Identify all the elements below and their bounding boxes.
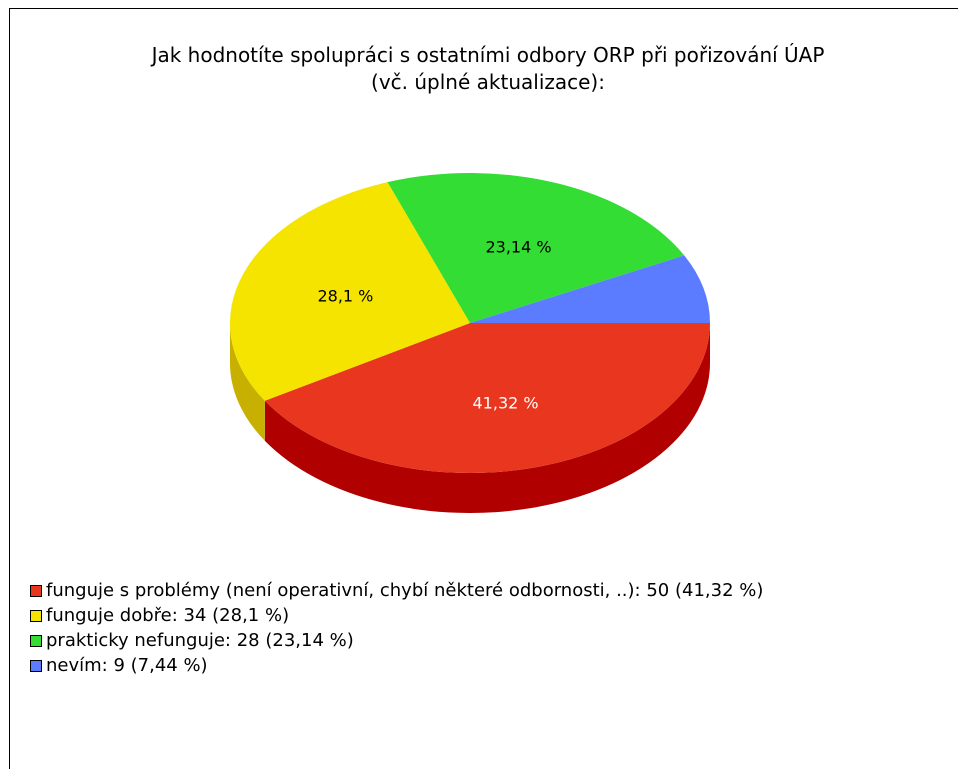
slice-side — [264, 323, 710, 514]
chart-title: Jak hodnotíte spolupráci s ostatními odb… — [150, 43, 825, 67]
legend-entry: nevím: 9 (7,44 %) — [30, 653, 945, 678]
legend-label: nevím: 9 (7,44 %) — [46, 655, 208, 676]
legend-label: funguje dobře: 34 (28,1 %) — [46, 605, 290, 626]
chart-title: (vč. úplné aktualizace): — [371, 70, 605, 94]
legend-entry: funguje s problémy (není operativní, chy… — [30, 578, 945, 603]
slice — [264, 323, 710, 474]
slice-label: 28,1 % — [317, 287, 373, 306]
legend-label: prakticky nefunguje: 28 (23,14 %) — [46, 630, 354, 651]
slice — [387, 173, 685, 323]
slice-label: 23,14 % — [485, 237, 551, 256]
legend-swatch — [30, 585, 42, 597]
legend: funguje s problémy (není operativní, chy… — [30, 578, 945, 678]
border — [9, 8, 958, 769]
legend-swatch — [30, 660, 42, 672]
legend-swatch — [30, 635, 42, 647]
legend-label: funguje s problémy (není operativní, chy… — [46, 580, 764, 601]
legend-entry: prakticky nefunguje: 28 (23,14 %) — [30, 628, 945, 653]
slice-label: 41,32 % — [473, 393, 539, 412]
slice-side — [230, 323, 265, 441]
legend-entry: funguje dobře: 34 (28,1 %) — [30, 603, 945, 628]
slice — [229, 182, 470, 401]
slice — [470, 255, 710, 323]
legend-swatch — [30, 610, 42, 622]
